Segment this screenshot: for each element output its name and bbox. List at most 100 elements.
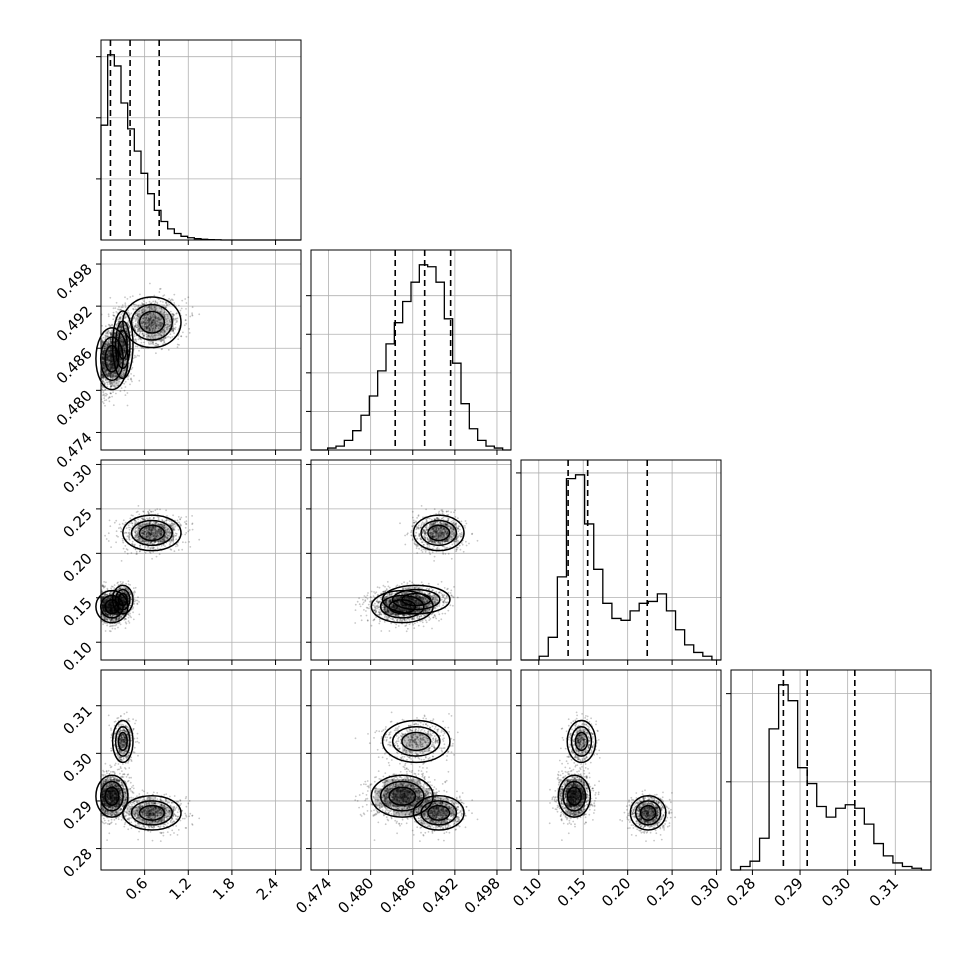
sample-point: [112, 311, 115, 314]
sample-point: [143, 300, 145, 303]
sample-point: [143, 320, 146, 323]
sample-point: [162, 343, 165, 346]
sample-point: [125, 358, 127, 361]
sample-point: [111, 324, 113, 327]
sample-point: [111, 395, 113, 398]
sample-point: [101, 373, 104, 376]
sample-point: [127, 524, 130, 527]
density-cell: [119, 331, 129, 342]
sample-point: [149, 337, 152, 340]
sample-point: [123, 350, 126, 352]
sample-point: [150, 326, 152, 328]
sample-point: [103, 393, 105, 396]
sample-point: [120, 341, 123, 344]
sample-point: [166, 537, 169, 540]
sample-point: [144, 319, 147, 322]
sample-point: [107, 372, 110, 374]
sample-point: [149, 341, 152, 343]
sample-point: [158, 318, 161, 321]
sample-point: [102, 402, 105, 405]
sample-point: [140, 347, 143, 349]
sample-point: [106, 383, 109, 386]
sample-point: [147, 306, 150, 308]
sample-point: [104, 534, 106, 537]
sample-point: [142, 321, 145, 324]
sample-point: [165, 312, 168, 314]
sample-point: [120, 327, 123, 330]
sample-point: [103, 382, 106, 385]
sample-point: [164, 306, 167, 309]
sample-point: [107, 342, 110, 345]
sample-point: [132, 611, 135, 614]
sample-point: [175, 317, 178, 320]
sample-point: [148, 551, 151, 554]
sample-point: [159, 324, 162, 327]
panel-frame: [100, 39, 302, 241]
sample-point: [114, 307, 117, 309]
sample-point: [152, 320, 154, 323]
sample-point: [138, 327, 141, 330]
sample-point: [120, 560, 123, 562]
sample-point: [105, 368, 108, 371]
sample-point: [119, 350, 122, 353]
sample-point: [152, 528, 155, 531]
sample-point: [155, 317, 157, 320]
sample-point: [166, 328, 168, 331]
sample-point: [129, 296, 132, 298]
sample-point: [134, 320, 137, 322]
sample-point: [120, 387, 123, 389]
sample-point: [132, 618, 135, 621]
sample-point: [109, 338, 111, 341]
sample-point: [107, 349, 110, 351]
sample-point: [105, 357, 108, 359]
sample-point: [145, 335, 148, 338]
sample-point: [126, 549, 129, 551]
sample-point: [110, 360, 113, 362]
sample-point: [118, 369, 121, 372]
sample-point: [136, 510, 139, 513]
sample-point: [150, 325, 153, 328]
sample-point: [126, 535, 129, 538]
sample-point: [109, 385, 112, 387]
sample-point: [110, 356, 113, 358]
sample-point: [166, 529, 169, 532]
sample-point: [130, 377, 133, 380]
sample-point: [139, 337, 142, 340]
sample-point: [103, 347, 106, 350]
sample-point: [148, 323, 151, 325]
sample-point: [172, 313, 175, 315]
sample-point: [145, 327, 148, 329]
sample-point: [131, 295, 134, 297]
sample-point: [191, 312, 194, 315]
sample-point: [106, 357, 109, 360]
sample-point: [138, 550, 141, 553]
sample-point: [114, 361, 117, 364]
density-cell: [146, 313, 156, 324]
sample-point: [188, 328, 191, 330]
sample-point: [144, 319, 147, 321]
sample-point: [133, 602, 136, 605]
sample-point: [103, 349, 106, 352]
sample-point: [168, 297, 171, 300]
sample-point: [167, 325, 170, 328]
sample-point: [124, 328, 127, 330]
sample-point: [167, 335, 170, 338]
sample-point: [109, 525, 112, 528]
sample-point: [109, 366, 112, 369]
sample-point: [153, 307, 156, 310]
sample-point: [105, 392, 107, 395]
sample-point: [148, 343, 151, 345]
sample-point: [155, 352, 157, 355]
sample-point: [148, 509, 151, 511]
sample-point: [127, 312, 130, 314]
sample-point: [158, 307, 161, 309]
sample-point: [159, 325, 162, 327]
sample-point: [133, 519, 136, 522]
sample-point: [102, 350, 104, 353]
sample-point: [113, 332, 116, 335]
sample-point: [108, 400, 111, 403]
sample-point: [154, 309, 157, 312]
sample-point: [152, 517, 155, 520]
sample-point: [112, 307, 115, 310]
